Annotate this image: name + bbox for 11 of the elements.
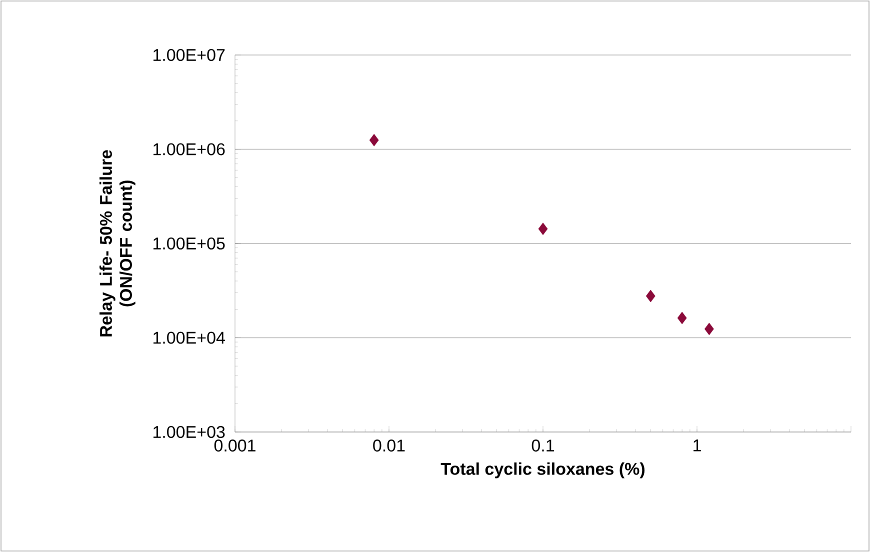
y-tick-label: 1.00E+07: [154, 48, 225, 62]
y-tick-label: 1.00E+05: [154, 237, 225, 250]
x-tick-label: 1: [694, 440, 701, 452]
x-tick-label: 0.001: [214, 440, 256, 452]
y-tick-label: 1.00E+04: [154, 332, 225, 344]
y-tick-label: 1.00E+03: [154, 426, 225, 438]
x-tick-label: 0.01: [373, 440, 405, 452]
x-axis-title: Total cyclic siloxanes (%): [440, 462, 644, 478]
y-axis-title: Relay Life- 50% Failure (ON/OFF count): [99, 150, 136, 336]
x-tick-label: 0.1: [532, 440, 554, 452]
y-tick-label: 1.00E+06: [154, 143, 225, 156]
